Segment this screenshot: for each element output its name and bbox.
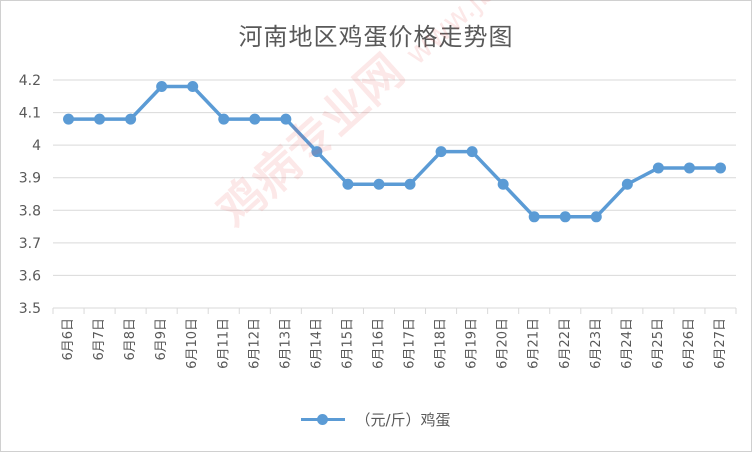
chart-title: 河南地区鸡蛋价格走势图 bbox=[238, 23, 514, 51]
data-point bbox=[125, 113, 137, 125]
gridlines bbox=[53, 79, 736, 309]
x-tick-label: 6月6日 bbox=[61, 318, 76, 361]
data-point bbox=[683, 162, 695, 174]
x-tick-label: 6月15日 bbox=[340, 318, 355, 369]
data-point bbox=[652, 162, 664, 174]
data-point bbox=[249, 113, 261, 125]
x-tick-label: 6月9日 bbox=[154, 318, 169, 361]
data-point bbox=[466, 146, 478, 158]
data-point bbox=[435, 146, 447, 158]
y-tick-label: 3.8 bbox=[19, 203, 41, 219]
data-point bbox=[311, 146, 323, 158]
data-point bbox=[342, 178, 354, 190]
legend-marker bbox=[301, 413, 346, 426]
x-tick-label: 6月13日 bbox=[278, 318, 293, 369]
data-point bbox=[621, 178, 633, 190]
x-axis-ticks: 6月6日 6月7日 6月8日 6月9日 6月10日 6月11日 6月12日 6月13日 6月14… bbox=[52, 308, 737, 369]
x-tick-label: 6月17日 bbox=[403, 318, 418, 369]
x-tick-label: 6月19日 bbox=[465, 318, 480, 369]
data-point bbox=[590, 211, 602, 223]
y-tick-label: 3.7 bbox=[19, 236, 41, 252]
data-point bbox=[63, 113, 75, 125]
y-axis-ticks: 4.2 4.1 4 3.9 3.8 3.7 3.6 3.5 bbox=[19, 73, 41, 317]
data-point bbox=[94, 113, 106, 125]
data-point bbox=[714, 162, 726, 174]
y-tick-label: 3.6 bbox=[19, 268, 41, 284]
legend: （元/斤）鸡蛋 bbox=[1, 409, 751, 430]
x-tick-label: 6月12日 bbox=[247, 318, 262, 369]
y-tick-label: 4 bbox=[32, 138, 41, 154]
data-point bbox=[156, 81, 168, 93]
x-tick-label: 6月7日 bbox=[92, 318, 107, 361]
y-tick-label: 3.5 bbox=[19, 301, 41, 317]
series-line bbox=[66, 84, 723, 219]
x-tick-label: 6月18日 bbox=[434, 318, 449, 369]
x-tick-label: 6月22日 bbox=[558, 318, 573, 369]
x-tick-label: 6月23日 bbox=[589, 318, 604, 369]
x-tick-label: 6月16日 bbox=[371, 318, 386, 369]
y-tick-label: 4.2 bbox=[19, 73, 41, 89]
data-point bbox=[404, 178, 416, 190]
x-tick-label: 6月14日 bbox=[309, 318, 324, 369]
x-tick-label: 6月27日 bbox=[713, 318, 728, 369]
legend-label: （元/斤）鸡蛋 bbox=[355, 411, 451, 429]
x-tick-label: 6月8日 bbox=[123, 318, 138, 361]
y-tick-label: 4.1 bbox=[19, 106, 41, 122]
x-tick-label: 6月11日 bbox=[216, 318, 231, 369]
data-point bbox=[187, 81, 199, 93]
x-tick-label: 6月10日 bbox=[185, 318, 200, 369]
x-tick-label: 6月21日 bbox=[527, 318, 542, 369]
data-point bbox=[559, 211, 571, 223]
data-point bbox=[218, 113, 230, 125]
x-tick-label: 6月20日 bbox=[496, 318, 511, 369]
data-point bbox=[280, 113, 292, 125]
y-tick-label: 3.9 bbox=[19, 171, 41, 187]
data-point bbox=[497, 178, 509, 190]
x-tick-label: 6月26日 bbox=[682, 318, 697, 369]
data-point bbox=[373, 178, 385, 190]
series-layer bbox=[63, 81, 726, 223]
x-tick-label: 6月25日 bbox=[651, 318, 666, 369]
x-tick-label: 6月24日 bbox=[620, 318, 635, 369]
data-point bbox=[528, 211, 540, 223]
